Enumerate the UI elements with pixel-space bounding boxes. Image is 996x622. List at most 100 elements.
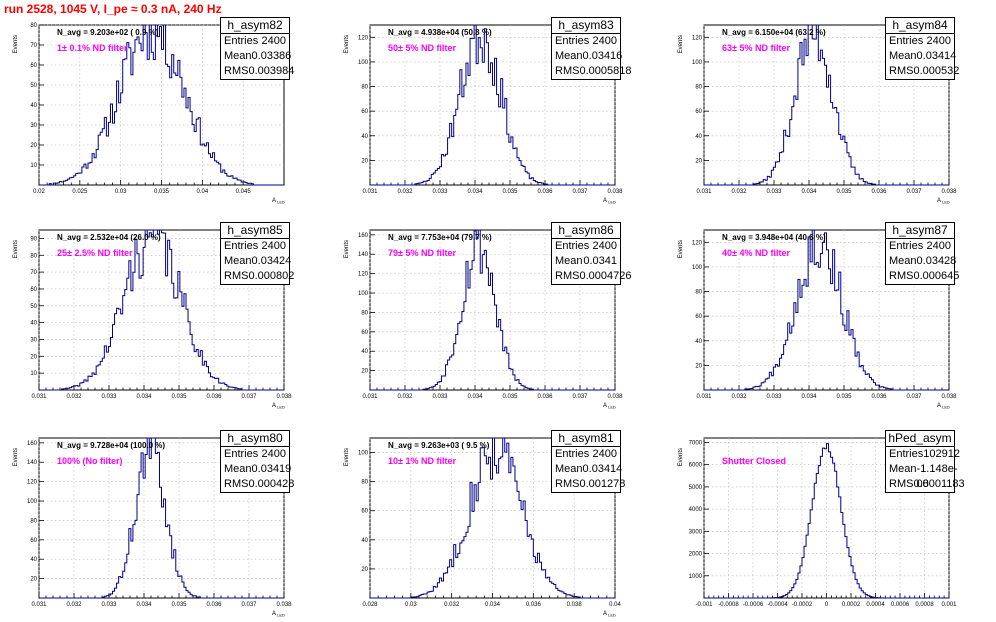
y-axis-label: Events [678,35,684,53]
y-tick-label: 50 [30,304,37,310]
stats-value: 0.03424 [251,255,292,267]
stats-value: 0.0341 [583,255,617,267]
x-tick-label: 0.034 [801,394,817,400]
x-tick-label: 0.033 [432,394,448,400]
stats-row-entries: Entries 2400 [221,239,289,254]
x-tick-label: 0.038 [607,189,623,195]
y-tick-label: 10 [30,163,37,169]
navg-label: N_avg = 6.150e+04 (63.2 %) [722,28,826,37]
stats-value: 0.03428 [916,255,957,267]
stats-row-rms: RMS 0.0001183 [886,477,965,492]
y-tick-label: 2000 [689,552,703,558]
stats-row-rms: RMS 0.000532 [886,64,959,79]
stats-row-mean: Mean 0.03414 [886,49,957,64]
filter-label: 40± 4% ND filter [722,248,790,258]
y-axis-label: Events [344,448,350,466]
x-axis-label: A LED [272,403,285,410]
stats-title: h_asym82 [221,18,289,34]
x-tick-label: 0.035 [836,189,852,195]
y-tick-label: 50 [30,83,37,89]
y-tick-label: 100 [27,499,38,505]
stats-row-mean: Mean 0.03414 [552,462,623,477]
y-tick-label: 100 [692,60,703,66]
histogram-series [39,229,284,391]
stats-value: 0.03414 [582,463,623,475]
stats-row-mean: Mean -1.148e-08 [886,462,958,490]
x-tick-label: 0.031 [362,394,378,400]
y-axis-label: Events [13,240,19,258]
y-tick-label: 40 [30,321,37,327]
y-tick-label: 60 [30,63,37,69]
stats-value: 2400 [261,448,286,460]
stats-key: Mean [889,50,917,62]
x-tick-label: 0.033 [101,602,117,608]
y-tick-label: 60 [361,109,368,115]
y-axis-label: Events [344,35,350,53]
stats-row-rms: RMS 0.0004726 [552,269,631,284]
x-tick-label: -0.0006 [743,602,764,608]
filter-label: Shutter Closed [722,456,786,466]
stats-title: h_asym81 [552,431,620,447]
y-tick-label: 1000 [689,574,703,580]
stats-row-entries: Entries 2400 [552,239,620,254]
filter-label: 50± 5% ND filter [388,43,456,53]
y-tick-label: 40 [30,557,37,563]
x-tick-label: 0.001 [941,602,957,608]
y-tick-label: 20 [30,577,37,583]
x-tick-label: 0.035 [154,189,170,195]
x-tick-label: 0.03 [115,189,127,195]
histogram-series [370,437,615,599]
y-tick-label: 6000 [689,463,703,469]
x-tick-label: 0.038 [567,602,583,608]
x-tick-label: 0.035 [836,394,852,400]
x-tick-label: 0.031 [31,602,47,608]
x-tick-label: 0.038 [607,394,623,400]
filter-label: 63± 5% ND filter [722,43,790,53]
x-tick-label: 0.04 [196,189,208,195]
stats-key: Entries [889,35,924,47]
y-tick-label: 20 [30,143,37,149]
x-tick-label: 0.035 [171,602,187,608]
x-tick-label: 0.038 [941,189,957,195]
x-tick-label: 0.0002 [842,602,861,608]
y-tick-label: 20 [30,354,37,360]
x-tick-label: 0.035 [502,189,518,195]
stats-value: 2400 [926,240,951,252]
stats-key: Entries [889,448,924,460]
x-tick-label: 0.038 [276,602,292,608]
histogram-series [39,24,284,186]
x-tick-label: 0.034 [136,602,152,608]
stats-box: h_asym81 Entries 2400 Mean 0.03414 RMS 0.00127… [551,430,625,493]
stats-box: h_asym86 Entries 2400 Mean 0.0341 RMS 0.000472… [551,222,631,285]
y-tick-label: 140 [27,460,38,466]
y-tick-label: 80 [361,480,368,486]
navg-label: N_avg = 9.263e+03 ( 9.5 %) [388,441,490,450]
y-tick-label: 20 [361,567,368,573]
y-tick-label: 3000 [689,529,703,535]
x-axis-label: A LED [603,611,616,618]
stats-key: RMS [555,270,580,282]
stats-row-entries: Entries 2400 [552,447,620,462]
x-tick-label: 0.038 [276,394,292,400]
x-tick-label: 0.037 [906,189,922,195]
x-tick-label: 0.032 [397,189,413,195]
stats-row-entries: Entries 2400 [221,34,289,49]
stats-row-rms: RMS 0.000645 [886,269,959,284]
y-tick-label: 40 [361,349,368,355]
x-tick-label: 0.031 [31,394,47,400]
y-axis-label: Events [344,240,350,258]
stats-key: Mean [224,50,252,62]
stats-key: Mean [889,463,917,475]
stats-key: RMS [224,478,249,490]
stats-key: Entries [555,240,590,252]
x-tick-label: 0.038 [941,394,957,400]
stats-value: 0.03414 [916,50,957,62]
stats-value: 0.0001183 [913,478,965,490]
y-tick-label: 30 [30,123,37,129]
stats-key: Entries [224,448,259,460]
y-tick-label: 40 [30,103,37,109]
y-tick-label: 140 [358,252,369,258]
stats-value: 2400 [926,35,951,47]
x-tick-label: 0 [825,602,829,608]
